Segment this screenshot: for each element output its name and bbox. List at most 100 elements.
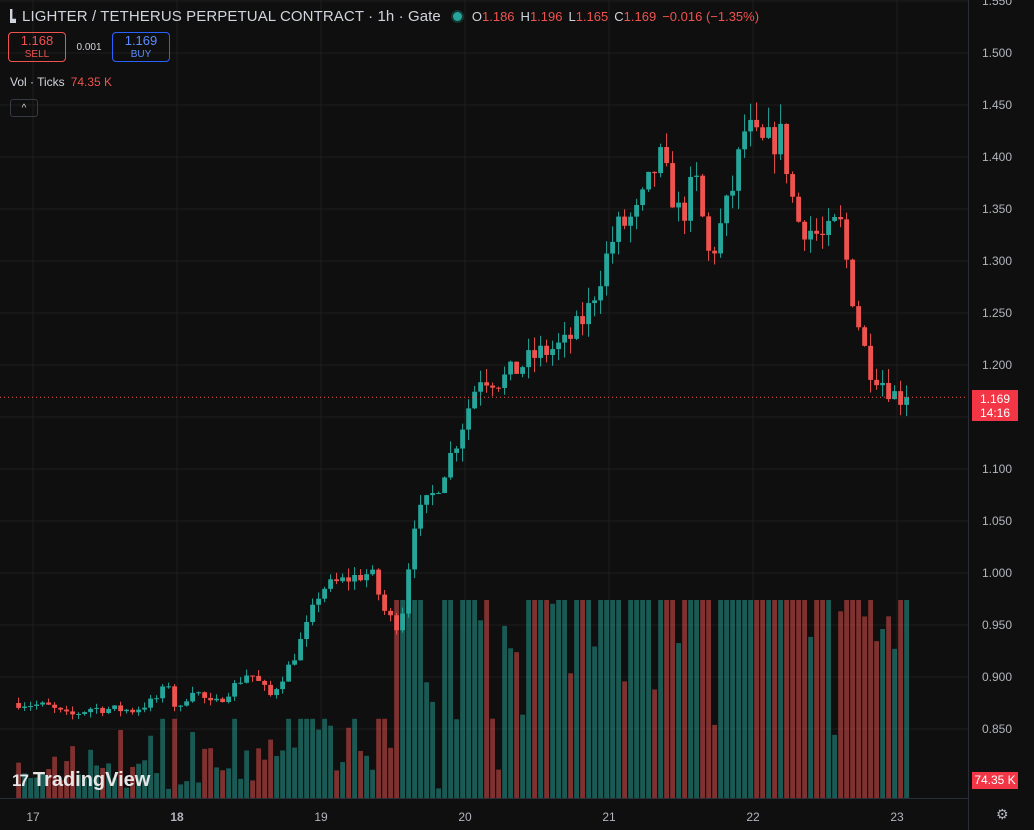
candle-body (172, 686, 177, 707)
volume-bar (256, 748, 261, 798)
volume-label: Vol · Ticks (10, 75, 65, 89)
volume-bar (232, 718, 237, 798)
candle-body (808, 230, 813, 240)
volume-bar (64, 761, 69, 798)
volume-bar (694, 600, 699, 798)
market-status-icon[interactable] (452, 11, 462, 21)
candle-body (772, 127, 777, 155)
volume-bar (766, 600, 771, 798)
volume-bar (202, 748, 207, 798)
buy-price: 1.169 (124, 33, 158, 49)
volume-bar (856, 600, 861, 798)
volume-bar (70, 746, 75, 798)
candle-body (184, 701, 189, 706)
candle-body (550, 349, 555, 355)
volume-bar (676, 643, 681, 798)
volume-bar (274, 756, 279, 798)
volume-bar (286, 718, 291, 798)
candle-body (898, 391, 903, 405)
y-axis-tick-label: 1.550 (982, 0, 1012, 8)
ohlc-high: H1.196 (520, 8, 563, 24)
candle-body (610, 241, 615, 254)
candle-body (700, 175, 705, 217)
volume-axis-label: 74.35 K (972, 772, 1018, 789)
candle-body (598, 286, 603, 301)
volume-bar (394, 600, 399, 798)
volume-bar (682, 600, 687, 798)
candle-body (424, 495, 429, 505)
candle-body (640, 189, 645, 205)
buy-button[interactable]: 1.169 BUY (112, 32, 170, 62)
candle-body (724, 195, 729, 224)
candle-body (604, 253, 609, 287)
volume-bar (550, 603, 555, 798)
volume-bar (136, 763, 141, 798)
candle-body (520, 367, 525, 374)
volume-bar (196, 782, 201, 798)
candle-body (586, 303, 591, 325)
candle-body (262, 680, 267, 685)
candle-body (556, 342, 561, 350)
candle-body (760, 127, 765, 138)
volume-bar (238, 778, 243, 798)
candle-body (502, 374, 507, 388)
volume-bar (142, 760, 147, 798)
candle-body (226, 696, 231, 703)
volume-bar (118, 729, 123, 798)
volume-bar (754, 600, 759, 798)
candle-body (418, 504, 423, 529)
volume-bar (838, 611, 843, 798)
volume-bar (178, 784, 183, 798)
candle-body (568, 334, 573, 339)
candle-body (676, 202, 681, 208)
candle-body (436, 493, 441, 495)
candle-body (826, 220, 831, 236)
candle-body (34, 704, 39, 706)
candle-body (880, 382, 885, 386)
candle-body (256, 675, 261, 681)
candle-body (574, 316, 579, 339)
volume-bar (760, 600, 765, 798)
candle-body (874, 379, 879, 386)
volume-bar (304, 718, 309, 798)
candle-body (538, 345, 543, 358)
volume-legend[interactable]: Vol · Ticks 74.35 K (10, 75, 112, 89)
volume-bar (502, 625, 507, 798)
volume-bar (664, 600, 669, 798)
candle-body (274, 689, 279, 696)
candle-body (280, 681, 285, 690)
tradingview-logo[interactable]: 17 TradingView (12, 769, 150, 792)
volume-bar (616, 600, 621, 798)
collapse-legend-button[interactable]: ^ (10, 99, 38, 117)
symbol-title[interactable]: LIGHTER / TETHERUS PERPETUAL CONTRACT · … (22, 7, 441, 25)
candle-body (478, 382, 483, 392)
candle-body (148, 698, 153, 708)
candle-body (16, 703, 21, 708)
candle-body (514, 361, 519, 374)
candle-body (112, 705, 117, 709)
sell-button[interactable]: 1.168 SELL (8, 32, 66, 62)
volume-bar (724, 600, 729, 798)
y-axis-tick-label: 1.000 (982, 566, 1012, 580)
candle-body (142, 707, 147, 710)
y-axis-tick-label: 1.350 (982, 202, 1012, 216)
y-axis-tick-label: 0.950 (982, 618, 1012, 632)
candle-body (754, 119, 759, 128)
volume-bar (100, 767, 105, 798)
candle-body (88, 708, 93, 713)
settings-gear-icon[interactable]: ⚙ (996, 806, 1009, 822)
volume-bar (604, 600, 609, 798)
candle-body (634, 204, 639, 217)
volume-bar (124, 787, 129, 798)
volume-bar (454, 719, 459, 798)
volume-bar (574, 600, 579, 798)
candle-body (64, 709, 69, 712)
volume-bar (340, 762, 345, 798)
candle-body (376, 569, 381, 595)
volume-bar (148, 735, 153, 798)
candle-body (454, 448, 459, 453)
volume-bar (46, 769, 51, 798)
candle-body (646, 171, 651, 190)
volume-bar (76, 774, 81, 798)
